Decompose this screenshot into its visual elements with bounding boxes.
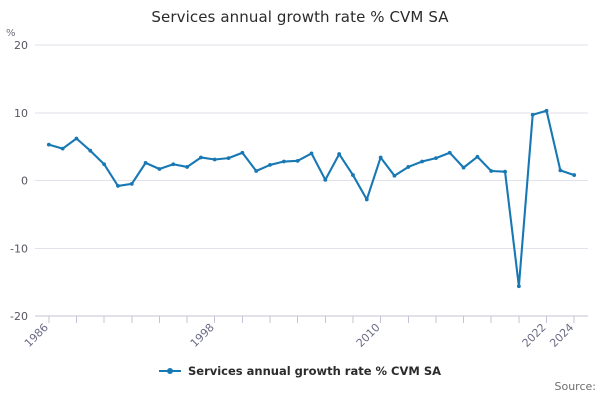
- x-axis-tick-label: 2024: [547, 321, 576, 350]
- data-point-marker: [461, 165, 466, 170]
- data-point-marker: [88, 148, 93, 153]
- data-point-marker: [129, 181, 134, 186]
- data-point-marker: [199, 155, 203, 160]
- legend-marker-icon: [158, 366, 181, 376]
- data-point-marker: [447, 150, 452, 155]
- data-point-marker: [295, 158, 300, 163]
- data-point-marker: [46, 142, 51, 147]
- x-axis-tick-label: 1998: [188, 321, 217, 350]
- chart-title: Services annual growth rate % CVM SA: [151, 8, 449, 26]
- data-point-marker: [351, 173, 355, 177]
- chart-legend: Services annual growth rate % CVM SA: [0, 363, 600, 378]
- data-point-marker: [323, 177, 328, 182]
- data-point-marker: [116, 184, 120, 188]
- data-point-marker: [337, 152, 342, 156]
- data-point-marker: [378, 155, 383, 160]
- data-point-marker: [268, 163, 272, 167]
- data-point-marker: [530, 112, 535, 117]
- data-point-marker: [60, 146, 65, 151]
- data-point-marker: [364, 197, 369, 202]
- y-axis-tick-label: -20: [10, 310, 28, 323]
- data-point-marker: [420, 159, 424, 164]
- y-axis-tick-label: 0: [21, 175, 28, 188]
- data-point-marker: [102, 162, 107, 167]
- data-point-marker: [516, 284, 521, 289]
- data-point-marker: [212, 157, 217, 162]
- data-point-marker: [392, 173, 397, 178]
- data-point-marker: [544, 108, 549, 113]
- data-point-marker: [171, 162, 176, 167]
- source-note: Source:: [554, 380, 597, 393]
- data-point-marker: [309, 151, 314, 156]
- data-point-marker: [74, 136, 79, 141]
- y-axis-tick-label: 20: [14, 39, 28, 52]
- data-point-marker: [254, 169, 259, 173]
- data-point-marker: [572, 173, 577, 177]
- y-axis-unit-label: %: [6, 28, 16, 39]
- data-point-marker: [434, 156, 438, 161]
- y-axis-tick-label: -10: [10, 242, 28, 255]
- x-axis-tick-label: 1986: [22, 321, 51, 350]
- series-line-services-growth: [47, 109, 576, 288]
- data-point-marker: [406, 165, 411, 169]
- x-axis-tick-label: 2010: [354, 321, 383, 350]
- data-point-marker: [281, 159, 286, 164]
- data-point-marker: [226, 156, 231, 161]
- y-axis-tick-label: 10: [14, 107, 28, 120]
- data-point-marker: [143, 160, 148, 165]
- data-point-marker: [503, 169, 507, 174]
- data-point-marker: [240, 150, 245, 155]
- data-point-marker: [157, 167, 162, 171]
- data-point-marker: [185, 165, 189, 169]
- legend-item-label: Services annual growth rate % CVM SA: [187, 363, 442, 378]
- x-axis-tick-label: 2022: [520, 321, 549, 350]
- data-point-marker: [558, 168, 563, 173]
- data-point-marker: [475, 154, 480, 159]
- data-point-marker: [489, 169, 494, 173]
